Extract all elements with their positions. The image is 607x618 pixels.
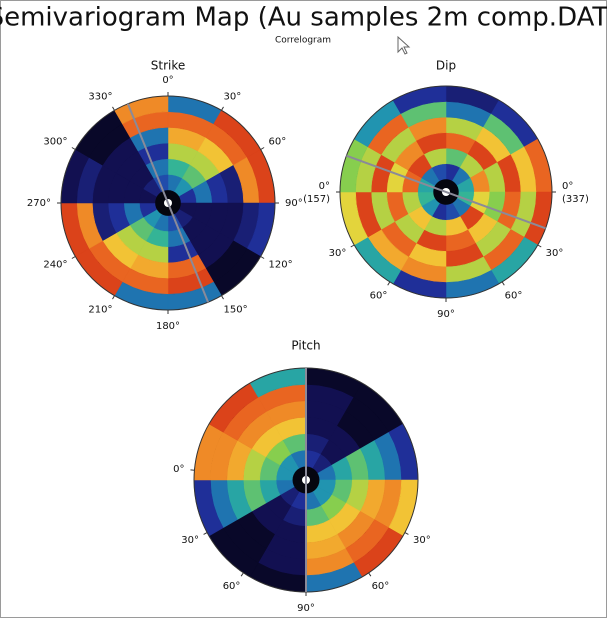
angle-tick <box>537 244 542 248</box>
page-subtitle: Correlogram <box>275 36 331 46</box>
angle-tick-label: 90° <box>437 309 455 320</box>
angle-tick-label: 0° <box>162 75 173 86</box>
angle-tick-label: 330° <box>88 91 112 102</box>
angle-tick <box>368 572 372 577</box>
angle-tick <box>71 147 76 150</box>
angle-tick <box>240 572 244 577</box>
angle-tick-sublabel: (157) <box>303 194 330 205</box>
angle-tick-label: 90° <box>297 603 315 614</box>
angle-tick-label: 60° <box>505 290 523 301</box>
angle-tick-label: 60° <box>372 581 390 592</box>
angle-tick-label: 60° <box>223 581 241 592</box>
angle-tick-label: 180° <box>156 321 180 332</box>
angle-tick-sublabel: (337) <box>562 194 589 205</box>
angle-tick-label: 300° <box>43 137 67 148</box>
angle-tick-label: 90° <box>285 198 303 209</box>
angle-tick <box>71 256 76 259</box>
angle-tick-label: 60° <box>269 137 287 148</box>
angle-tick <box>501 281 505 286</box>
angle-tick-label: 30° <box>413 535 431 546</box>
angle-tick-label: 240° <box>43 260 67 271</box>
angle-tick <box>203 532 208 535</box>
direction-line <box>126 103 210 303</box>
cursor <box>397 35 411 55</box>
angle-tick <box>221 106 224 111</box>
angle-tick-label: 30° <box>329 248 347 259</box>
chart-title: Pitch <box>291 339 320 353</box>
angle-tick-label: 210° <box>88 305 112 316</box>
direction-line <box>346 154 546 230</box>
page-title: Semivariogram Map (Au samples 2m comp.DA… <box>0 3 607 33</box>
angle-tick-label: 0° <box>562 181 573 192</box>
angle-tick <box>350 244 355 248</box>
angle-tick-label: 150° <box>224 305 248 316</box>
chart-title: Strike <box>151 59 186 73</box>
angle-tick <box>260 147 265 150</box>
angle-tick-label: 0° <box>173 464 184 475</box>
chart-title: Dip <box>436 59 456 73</box>
angle-tick-label: 120° <box>269 260 293 271</box>
angle-tick-label: 0° <box>319 181 330 192</box>
angle-tick-label: 30° <box>181 535 199 546</box>
angle-tick-label: 30° <box>224 91 242 102</box>
angle-tick <box>404 532 409 535</box>
angle-tick <box>221 295 224 300</box>
angle-tick <box>112 295 115 300</box>
angle-tick <box>387 281 391 286</box>
angle-tick <box>112 106 115 111</box>
angle-tick-label: 270° <box>27 198 51 209</box>
angle-tick-label: 60° <box>370 290 388 301</box>
angle-tick <box>260 256 265 259</box>
angle-tick-label: 30° <box>546 248 564 259</box>
